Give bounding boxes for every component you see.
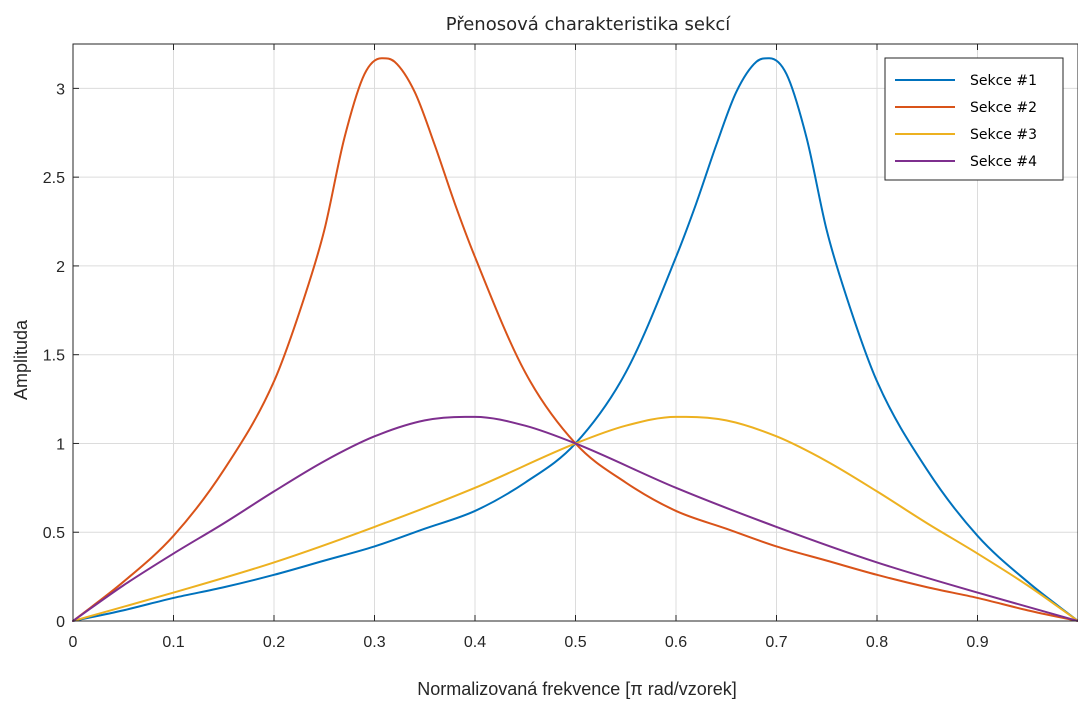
series-line-3 bbox=[72, 415, 1078, 622]
x-tick-label: 0.4 bbox=[464, 634, 486, 651]
x-tick-label: 0.6 bbox=[665, 634, 687, 651]
y-tick-labels: 0 0.5 1 1.5 2 2.5 3 bbox=[43, 81, 65, 631]
legend-box bbox=[884, 57, 1064, 181]
x-tick-label: 0.8 bbox=[866, 634, 888, 651]
series-line-4 bbox=[72, 415, 1078, 622]
legend-items: Sekce #1 Sekce #2 Sekce #3 Sekce #4 bbox=[895, 73, 1037, 170]
y-tick-label: 1.5 bbox=[43, 348, 65, 365]
y-axis-label: Amplituda bbox=[11, 319, 31, 400]
ticks bbox=[72, 44, 978, 622]
y-tick-label: 2 bbox=[56, 259, 65, 276]
y-tick-label: 2.5 bbox=[43, 170, 65, 187]
chart-title: Přenosová charakteristika sekcí bbox=[446, 14, 732, 35]
y-tick-label: 0.5 bbox=[43, 525, 65, 542]
x-tick-labels: 0 0.1 0.2 0.3 0.4 0.5 0.6 0.7 0.8 0.9 bbox=[69, 634, 989, 651]
legend: Sekce #1 Sekce #2 Sekce #3 Sekce #4 bbox=[884, 57, 1064, 181]
series-line-2 bbox=[72, 57, 1078, 622]
x-axis-label: Normalizovaná frekvence [π rad/vzorek] bbox=[417, 679, 737, 699]
y-tick-label: 1 bbox=[56, 436, 65, 453]
x-tick-label: 0.5 bbox=[564, 634, 586, 651]
x-tick-label: 0.2 bbox=[263, 634, 285, 651]
x-tick-label: 0.9 bbox=[966, 634, 988, 651]
series-group bbox=[72, 57, 1078, 622]
y-tick-label: 0 bbox=[56, 614, 65, 631]
legend-label-2: Sekce #2 bbox=[970, 100, 1037, 116]
legend-label-4: Sekce #4 bbox=[970, 154, 1037, 170]
legend-label-3: Sekce #3 bbox=[970, 127, 1037, 143]
x-tick-label: 0.7 bbox=[765, 634, 787, 651]
x-tick-label: 0.1 bbox=[162, 634, 184, 651]
series-line-1 bbox=[72, 57, 1078, 622]
x-tick-label: 0.3 bbox=[363, 634, 385, 651]
y-tick-label: 3 bbox=[56, 81, 65, 98]
legend-label-1: Sekce #1 bbox=[970, 73, 1037, 89]
x-tick-label: 0 bbox=[69, 634, 78, 651]
